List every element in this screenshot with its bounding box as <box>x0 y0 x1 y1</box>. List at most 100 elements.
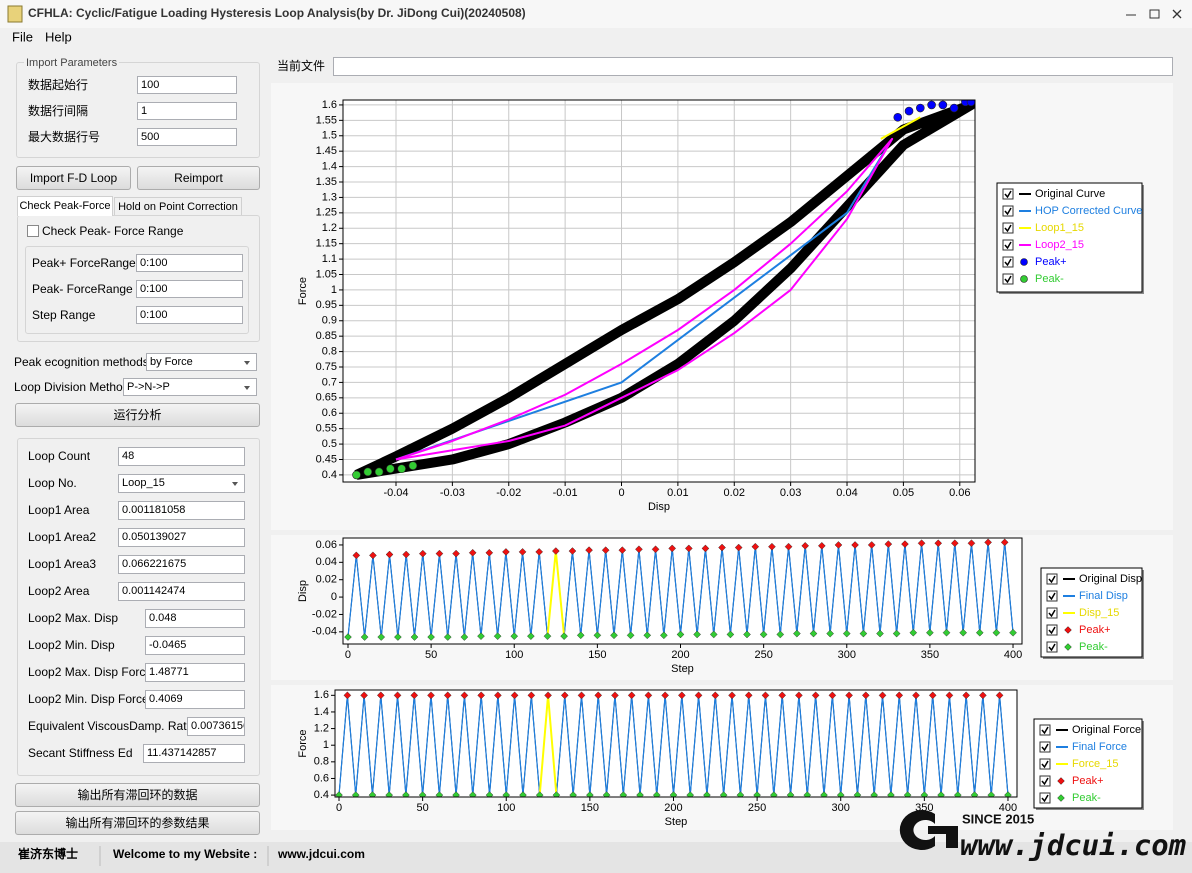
text-input[interactable]: 1 <box>137 102 237 120</box>
peak-marker <box>719 791 728 797</box>
maximize-button[interactable] <box>1149 9 1160 19</box>
result-value[interactable]: 1.48771 <box>145 663 245 682</box>
x-axis-label: Disp <box>648 501 670 513</box>
peak-marker <box>845 691 853 700</box>
legend-label: Final Force <box>1072 741 1127 753</box>
result-value[interactable]: 0.066221675 <box>118 555 245 574</box>
result-value[interactable]: 0.050139027 <box>118 528 245 547</box>
check-mark <box>1048 626 1056 635</box>
peak-marker <box>820 791 828 797</box>
dropdown[interactable]: P->N->P <box>123 378 257 396</box>
peak-marker <box>953 791 962 797</box>
legend-checkbox[interactable] <box>1046 607 1058 619</box>
peak-marker <box>452 549 460 558</box>
legend-checkbox[interactable] <box>1046 624 1058 636</box>
peak-marker <box>351 791 360 797</box>
y-tick-label: 0.55 <box>316 423 337 435</box>
range-box <box>25 246 249 334</box>
check-mark <box>1004 207 1012 216</box>
file-path[interactable] <box>333 57 1173 76</box>
tab-panel <box>17 215 260 342</box>
legend-checkbox[interactable] <box>1002 273 1014 285</box>
y-tick-label: 1 <box>323 739 329 751</box>
legend-checkbox[interactable] <box>1046 590 1058 602</box>
field-label: 数据起始行 <box>28 78 89 92</box>
x-tick-label: 50 <box>425 649 437 661</box>
status-link[interactable]: www.jdcui.com <box>278 847 365 861</box>
tab[interactable]: Hold on Point Correction <box>114 197 242 215</box>
text-input[interactable]: 0:100 <box>136 306 243 324</box>
x-tick-label: 100 <box>505 649 523 661</box>
peak-marker <box>1064 643 1072 651</box>
peak-marker <box>768 542 776 551</box>
peak-marker <box>393 691 402 700</box>
checkbox-label: Check Peak- Force Range <box>42 224 184 238</box>
result-value[interactable]: 0.001142474 <box>118 582 245 601</box>
result-value[interactable]: -0.0465 <box>145 636 245 655</box>
peak-marker <box>975 628 984 637</box>
chart: 0.40.60.811.21.41.60 50 100 150 200 250 300 350… <box>271 685 1173 830</box>
legend-checkbox[interactable] <box>1002 239 1014 251</box>
peak-marker <box>560 691 569 700</box>
text-input[interactable]: 0:100 <box>136 254 243 272</box>
legend-checkbox[interactable] <box>1002 205 1014 217</box>
peak-marker <box>544 691 552 700</box>
menu-item[interactable]: File <box>12 29 33 44</box>
field-label: 数据行间隔 <box>28 104 89 118</box>
peak-marker <box>651 545 660 554</box>
legend-checkbox[interactable] <box>1002 188 1014 200</box>
legend-checkbox[interactable] <box>1039 792 1051 804</box>
legend-checkbox[interactable] <box>1039 724 1051 736</box>
result-value[interactable]: 0.048 <box>145 609 245 628</box>
legend-checkbox[interactable] <box>1002 222 1014 234</box>
y-tick-label: 0.02 <box>316 574 337 586</box>
legend-checkbox[interactable] <box>1002 256 1014 268</box>
export-button[interactable]: 输出所有滞回环的数据 <box>15 783 260 807</box>
menu-item[interactable]: Help <box>45 29 72 44</box>
close-button[interactable] <box>1172 9 1182 19</box>
peak-marker <box>901 540 909 548</box>
result-value[interactable]: 11.437142857 <box>143 744 245 763</box>
checkbox[interactable] <box>27 225 39 237</box>
plot-frame <box>334 689 1018 798</box>
result-value[interactable]: 0.00736156 <box>187 717 245 736</box>
peak-marker <box>709 630 718 639</box>
peak-marker <box>995 691 1004 700</box>
result-value[interactable]: 48 <box>118 447 245 466</box>
result-label: Loop2 Area <box>28 584 90 598</box>
run-button[interactable]: 运行分析 <box>15 403 260 427</box>
legend-checkbox[interactable] <box>1039 775 1051 787</box>
text-input[interactable]: 0:100 <box>136 280 243 298</box>
y-tick-label: 0.7 <box>322 376 337 388</box>
peak-marker <box>435 549 444 558</box>
legend-label: Original Curve <box>1035 188 1105 200</box>
peak-marker <box>701 544 710 553</box>
peak-marker <box>893 112 903 122</box>
reimport-button[interactable]: Reimport <box>137 166 260 190</box>
result-label: Loop Count <box>28 449 91 463</box>
import-button[interactable]: Import F-D Loop <box>16 166 131 190</box>
peak-marker <box>934 539 943 548</box>
x-tick-label: 50 <box>417 802 429 814</box>
y-tick-label: 0.65 <box>316 392 337 404</box>
legend-checkbox[interactable] <box>1046 573 1058 585</box>
y-tick-label: 0.95 <box>316 299 337 311</box>
export-button[interactable]: 输出所有滞回环的参数结果 <box>15 811 260 835</box>
peak-marker <box>693 630 701 639</box>
legend-checkbox[interactable] <box>1039 758 1051 770</box>
text-input[interactable]: 100 <box>137 76 237 94</box>
tab[interactable]: Check Peak-Force <box>17 196 113 216</box>
legend-checkbox[interactable] <box>1046 641 1058 653</box>
text-input[interactable]: 500 <box>137 128 237 146</box>
result-value[interactable]: 0.001181058 <box>118 501 245 520</box>
peak-marker <box>826 629 834 638</box>
dropdown[interactable]: by Force <box>146 353 257 371</box>
peak-marker <box>726 630 735 639</box>
peak-marker <box>828 691 837 700</box>
peak-marker <box>402 791 410 797</box>
dropdown[interactable]: Loop_15 <box>118 474 245 493</box>
peak-marker <box>917 539 926 548</box>
peak-marker <box>427 691 435 700</box>
legend-checkbox[interactable] <box>1039 741 1051 753</box>
result-value[interactable]: 0.4069 <box>145 690 245 709</box>
